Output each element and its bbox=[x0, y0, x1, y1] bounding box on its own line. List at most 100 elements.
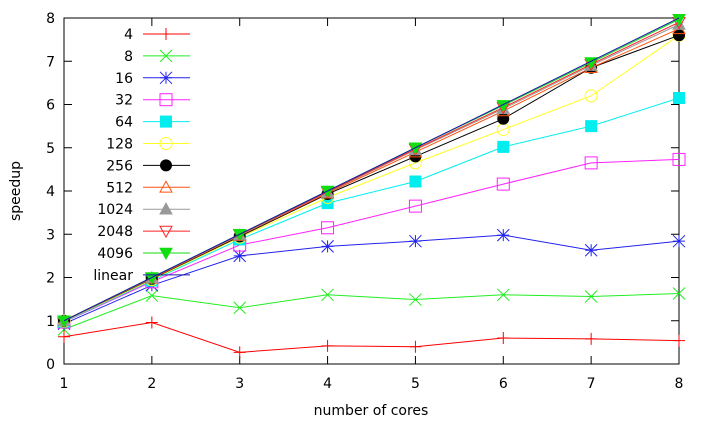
legend-item: 16 bbox=[115, 71, 190, 87]
x-tick-label: 8 bbox=[675, 376, 684, 392]
marker-shape bbox=[145, 316, 158, 329]
legend-marker bbox=[160, 115, 172, 128]
data-point bbox=[496, 177, 510, 191]
marker-shape bbox=[145, 289, 159, 303]
marker-shape bbox=[58, 330, 70, 343]
data-point bbox=[145, 272, 159, 285]
data-point bbox=[408, 142, 423, 155]
legend-item: 4096 bbox=[97, 246, 190, 262]
legend-label: 8 bbox=[124, 49, 133, 65]
y-tick-label: 8 bbox=[46, 11, 55, 27]
legend-label: 32 bbox=[115, 93, 133, 109]
marker-shape bbox=[160, 28, 172, 40]
legend-label: 4 bbox=[124, 27, 133, 43]
marker-shape bbox=[584, 243, 598, 257]
data-point bbox=[585, 120, 598, 133]
legend-marker bbox=[159, 225, 173, 239]
legend-item: linear bbox=[93, 268, 190, 284]
legend-marker bbox=[159, 137, 173, 150]
data-point bbox=[233, 301, 247, 315]
legend-marker bbox=[159, 49, 173, 63]
series-line bbox=[63, 34, 680, 322]
legend-item: 32 bbox=[115, 93, 190, 109]
data-point bbox=[58, 330, 70, 343]
marker-shape bbox=[409, 293, 422, 306]
data-point bbox=[233, 346, 246, 359]
data-point bbox=[497, 140, 510, 153]
marker-shape bbox=[496, 228, 510, 242]
marker-shape bbox=[496, 288, 510, 302]
y-tick-label: 1 bbox=[46, 314, 55, 330]
legend-marker bbox=[160, 159, 172, 172]
legend-item: 256 bbox=[106, 158, 190, 174]
series-linear bbox=[63, 17, 680, 322]
x-tick-label: 5 bbox=[411, 376, 420, 392]
data-point bbox=[584, 89, 598, 103]
legend-item: 64 bbox=[115, 115, 190, 131]
legend-marker bbox=[159, 247, 173, 261]
data-point bbox=[321, 339, 334, 352]
x-tick-label: 3 bbox=[235, 376, 244, 392]
series-line bbox=[63, 158, 680, 323]
data-point bbox=[409, 175, 422, 188]
legend-item: 2048 bbox=[97, 224, 190, 240]
marker-shape bbox=[159, 137, 173, 150]
x-tick-label: 4 bbox=[323, 376, 332, 392]
y-tick-label: 0 bbox=[46, 357, 55, 373]
marker-shape bbox=[497, 140, 510, 153]
marker-shape bbox=[673, 334, 685, 347]
marker-shape bbox=[673, 92, 685, 105]
marker-shape bbox=[160, 159, 172, 172]
marker-shape bbox=[160, 115, 172, 128]
x-tick-label: 6 bbox=[499, 376, 508, 392]
data-point bbox=[497, 332, 510, 345]
marker-shape bbox=[233, 301, 247, 315]
data-point bbox=[409, 340, 422, 353]
marker-shape bbox=[584, 156, 598, 170]
legend-item: 1024 bbox=[97, 202, 190, 218]
data-point bbox=[584, 290, 598, 303]
marker-shape bbox=[321, 339, 334, 352]
data-point bbox=[321, 221, 335, 235]
data-point bbox=[409, 234, 422, 248]
data-point bbox=[496, 228, 510, 242]
legend-label: 2048 bbox=[97, 224, 133, 240]
marker-shape bbox=[408, 199, 422, 213]
legend-label: 64 bbox=[115, 115, 133, 131]
legend-label: 4096 bbox=[97, 246, 133, 262]
y-tick-label: 6 bbox=[46, 98, 55, 114]
data-point bbox=[408, 199, 422, 213]
legend-marker bbox=[160, 28, 172, 40]
data-point bbox=[409, 293, 422, 306]
marker-shape bbox=[321, 240, 334, 253]
marker-shape bbox=[233, 249, 247, 263]
data-point bbox=[584, 156, 598, 170]
marker-shape bbox=[673, 29, 685, 42]
marker-shape bbox=[584, 89, 598, 103]
data-point bbox=[232, 228, 247, 242]
legend-label: linear bbox=[93, 268, 133, 284]
series-line bbox=[63, 234, 680, 325]
data-point bbox=[673, 334, 685, 347]
x-tick-label: 7 bbox=[587, 376, 596, 392]
legend-marker bbox=[159, 93, 173, 107]
marker-shape bbox=[409, 175, 422, 188]
y-tick-label: 3 bbox=[46, 227, 55, 243]
marker-shape bbox=[233, 346, 246, 359]
y-tick-label: 4 bbox=[46, 184, 55, 200]
marker-shape bbox=[672, 234, 686, 248]
marker-shape bbox=[232, 228, 247, 242]
x-tick-label: 2 bbox=[147, 376, 156, 392]
marker-shape bbox=[672, 152, 686, 166]
legend-item: 512 bbox=[106, 180, 190, 196]
legend-item: 8 bbox=[124, 49, 190, 65]
data-point bbox=[233, 249, 247, 263]
marker-shape bbox=[497, 332, 510, 345]
y-axis-label: speedup bbox=[8, 161, 24, 221]
series-line bbox=[63, 17, 680, 322]
data-point bbox=[672, 287, 686, 300]
marker-shape bbox=[585, 120, 598, 133]
marker-shape bbox=[584, 290, 598, 303]
legend-marker bbox=[159, 71, 173, 85]
